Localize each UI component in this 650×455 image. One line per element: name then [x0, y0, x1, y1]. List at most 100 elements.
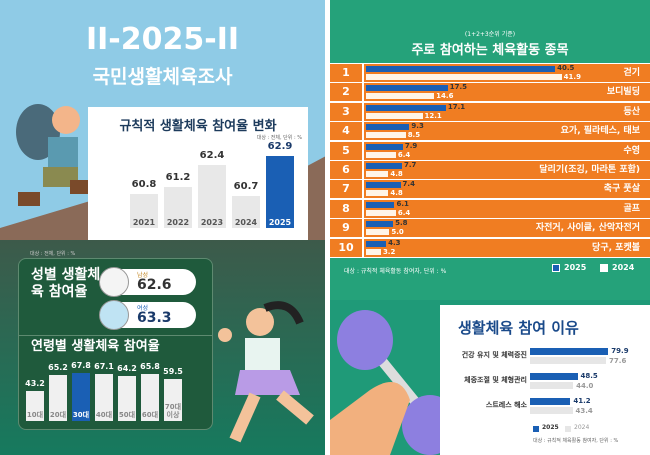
activity-label: 걷기: [623, 68, 640, 78]
activity-row: 3 17.1 12.1 등산: [330, 102, 650, 121]
runner-illustration: [218, 301, 314, 443]
rank-number: 3: [342, 104, 350, 118]
value-2024: 5.0: [391, 228, 404, 237]
value-2024: 4.8: [390, 189, 403, 198]
row-divider: [362, 122, 364, 141]
value-2024: 12.1: [424, 111, 442, 120]
reason-value-2025: 79.9: [611, 347, 629, 355]
activity-label: 보디빌딩: [606, 87, 640, 98]
legend-2024-swatch: [600, 264, 608, 272]
legend-2025-swatch: [552, 264, 560, 272]
bar-2024: [366, 229, 390, 236]
age-label: 50대: [118, 411, 136, 419]
activity-label: 요가, 필라테스, 태보: [560, 126, 640, 137]
rank-number: 9: [342, 221, 350, 235]
age-bar: [141, 374, 159, 421]
yearly-participation-card: 규칙적 생활체육 참여율 변화 대상 : 전체, 단위 : % 2021 60.8…: [88, 107, 308, 240]
value-2025: 4.3: [388, 238, 401, 247]
reasons-legend-2025-swatch: [533, 426, 539, 432]
age-bar: [72, 373, 90, 421]
year-bar: [266, 156, 294, 228]
activity-label: 수영: [623, 145, 640, 156]
reason-label: 스트레스 해소: [485, 401, 527, 409]
age-value: 43.2: [25, 378, 45, 388]
year-bar: [130, 194, 158, 228]
activity-row: 4 9.3 8.5 요가, 필라테스, 태보: [330, 122, 650, 141]
activity-row: 9 5.8 5.0 자전거, 사이클, 산악자전거: [330, 219, 650, 238]
year-label: 2023: [200, 218, 224, 227]
value-2024: 6.4: [397, 150, 411, 159]
value-2025: 6.1: [396, 199, 409, 208]
bar-2024: [366, 93, 435, 100]
age-value: 67.8: [71, 361, 91, 370]
bar-2024: [366, 112, 423, 119]
reason-bar-2025: [530, 398, 571, 405]
row-divider: [362, 180, 364, 199]
activity-label: 축구 풋살: [603, 184, 640, 195]
value-2025: 7.4: [402, 180, 415, 189]
value-2025: 40.5: [557, 64, 575, 72]
year-value: 62.9: [267, 141, 293, 153]
age-title: 연령별 생활체육 참여율: [31, 339, 160, 354]
reason-value-2025: 41.2: [573, 397, 591, 405]
rank-number: 5: [342, 143, 350, 157]
row-divider: [362, 199, 364, 218]
reasons-title: 생활체육 참여 이유: [458, 319, 579, 337]
male-pill: 남성 62.6: [99, 267, 196, 297]
activity-row: 5 7.9 6.4 수영: [330, 141, 650, 160]
reason-value-2024: 43.4: [575, 407, 593, 415]
year-title: II-2025-II: [85, 22, 240, 57]
value-2025: 17.5: [449, 83, 467, 92]
bar-2025: [366, 85, 448, 92]
rank-number: 8: [342, 201, 350, 215]
gender-age-box: 성별 생활체육 참여율 남성 62.6 여성 63.3 연령별 생활체육 참여율…: [18, 258, 213, 430]
row-divider: [362, 161, 364, 179]
male-value: 62.6: [137, 277, 172, 293]
age-bar: [49, 374, 67, 421]
bar-2025: [366, 221, 394, 228]
activity-row: 1 40.5 41.9 걷기: [330, 64, 650, 82]
bar-2024: [366, 171, 389, 177]
bar-2025: [366, 124, 410, 131]
year-label: 2021: [132, 218, 156, 227]
activities-note: 대상 : 규칙적 체육활동 참여자, 단위 : %: [344, 268, 447, 275]
row-divider: [362, 83, 364, 102]
row-divider: [362, 238, 364, 257]
reason-bar-2024: [530, 357, 607, 364]
male-face-icon: [99, 267, 129, 297]
age-value: 59.5: [163, 367, 183, 377]
bar-2025: [366, 240, 387, 247]
year-value: 60.8: [131, 179, 157, 190]
reason-value-2024: 44.0: [576, 382, 594, 390]
right-panel: (1+2+3순위 기준) 주로 참여하는 체육활동 종목 1 40.5 41.9 걷기…: [330, 0, 650, 455]
bar-2025: [366, 201, 395, 208]
activities-header: (1+2+3순위 기준) 주로 참여하는 체육활동 종목: [330, 0, 650, 63]
age-bar: [95, 373, 113, 421]
reason-label: 체중조절 및 체형관리: [464, 376, 527, 384]
reason-value-2024: 77.6: [609, 357, 627, 365]
year-value: 61.2: [165, 171, 191, 183]
value-2024: 14.6: [436, 92, 454, 101]
legend-2024-label: 2024: [612, 263, 635, 272]
year-label: 2024: [234, 218, 258, 227]
bar-2024: [366, 190, 389, 197]
activity-label: 자전거, 사이클, 산악자전거: [535, 223, 640, 234]
bar-2024: [366, 132, 406, 139]
rank-number: 4: [342, 124, 350, 138]
bar-2024: [366, 248, 381, 255]
year-label: 2022: [166, 218, 190, 227]
row-divider: [362, 102, 364, 121]
gender-note: 대상 : 전체, 단위 : %: [30, 251, 76, 257]
male-label: 남성: [137, 272, 149, 279]
age-value: 64.2: [117, 363, 137, 373]
reason-bar-2025: [530, 373, 578, 380]
row-divider: [362, 141, 364, 160]
age-bar: [118, 375, 136, 421]
value-2024: 6.4: [397, 208, 411, 217]
activities-title: 주로 참여하는 체육활동 종목: [411, 43, 569, 58]
hiker-illustration: [16, 104, 92, 206]
rank-number: 10: [338, 240, 354, 254]
year-bar: [198, 165, 226, 228]
bar-2024: [366, 151, 396, 158]
activity-label: 달리기(조깅, 마라톤 포함): [539, 165, 640, 175]
